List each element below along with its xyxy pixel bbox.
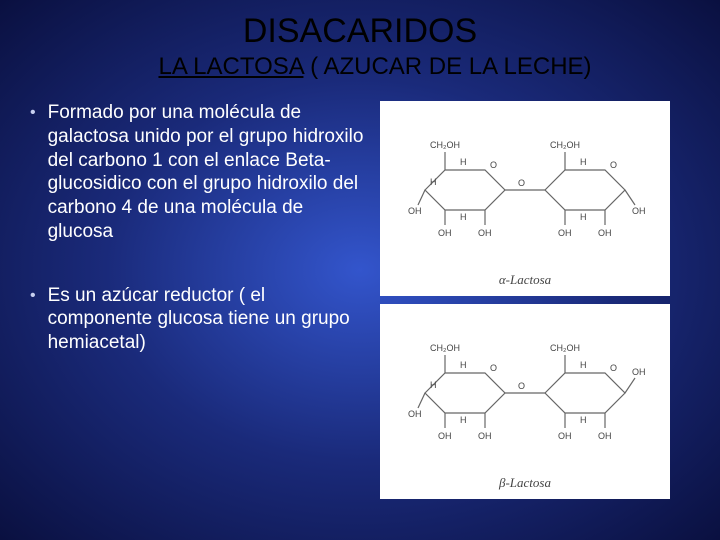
diagram-caption: β-Lactosa xyxy=(499,475,551,491)
svg-text:OH: OH xyxy=(558,431,572,441)
svg-text:OH: OH xyxy=(598,228,612,238)
slide-subtitle: LA LACTOSA ( AZUCAR DE LA LECHE) xyxy=(60,53,690,81)
svg-text:CH₂OH: CH₂OH xyxy=(430,343,460,353)
svg-text:H: H xyxy=(460,415,467,425)
svg-text:H: H xyxy=(460,212,467,222)
svg-text:CH₂OH: CH₂OH xyxy=(550,343,580,353)
svg-text:H: H xyxy=(430,177,437,187)
svg-text:OH: OH xyxy=(408,206,422,216)
svg-text:OH: OH xyxy=(478,228,492,238)
svg-text:OH: OH xyxy=(408,409,422,419)
svg-text:O: O xyxy=(610,363,617,373)
svg-text:H: H xyxy=(580,415,587,425)
content-row: • Formado por una molécula de galactosa … xyxy=(30,101,690,499)
slide: DISACARIDOS LA LACTOSA ( AZUCAR DE LA LE… xyxy=(0,0,720,540)
bullet-item: • Formado por una molécula de galactosa … xyxy=(30,101,370,244)
svg-text:O: O xyxy=(490,363,497,373)
svg-text:H: H xyxy=(460,360,467,370)
svg-text:OH: OH xyxy=(632,367,646,377)
svg-text:CH₂OH: CH₂OH xyxy=(430,140,460,150)
slide-title: DISACARIDOS xyxy=(30,12,690,51)
svg-text:H: H xyxy=(580,157,587,167)
svg-text:H: H xyxy=(430,380,437,390)
bullet-text: Es un azúcar reductor ( el componente gl… xyxy=(48,284,370,355)
bullet-text: Formado por una molécula de galactosa un… xyxy=(48,101,370,244)
svg-text:H: H xyxy=(580,360,587,370)
alpha-lactose-svg: CH₂OH CH₂OH O O O OH OH OH OH OH OH H H … xyxy=(390,110,660,270)
svg-text:O: O xyxy=(518,381,525,391)
beta-lactose-svg: CH₂OH CH₂OH O O O OH OH OH OH OH OH H H … xyxy=(390,313,660,473)
text-column: • Formado por una molécula de galactosa … xyxy=(30,101,370,499)
bullet-marker: • xyxy=(30,287,36,355)
diagram-caption: α-Lactosa xyxy=(499,272,551,288)
svg-text:O: O xyxy=(518,178,525,188)
image-column: CH₂OH CH₂OH O O O OH OH OH OH OH OH H H … xyxy=(380,101,690,499)
svg-text:CH₂OH: CH₂OH xyxy=(550,140,580,150)
svg-text:O: O xyxy=(490,160,497,170)
svg-text:OH: OH xyxy=(478,431,492,441)
chemical-structure-alpha: CH₂OH CH₂OH O O O OH OH OH OH OH OH H H … xyxy=(380,101,670,296)
svg-text:OH: OH xyxy=(558,228,572,238)
svg-text:OH: OH xyxy=(598,431,612,441)
svg-text:H: H xyxy=(460,157,467,167)
subtitle-underlined: LA LACTOSA xyxy=(158,53,303,80)
svg-text:OH: OH xyxy=(438,431,452,441)
svg-text:OH: OH xyxy=(438,228,452,238)
svg-text:OH: OH xyxy=(632,206,646,216)
subtitle-rest: ( AZUCAR DE LA LECHE) xyxy=(303,53,591,80)
chemical-structure-beta: CH₂OH CH₂OH O O O OH OH OH OH OH OH H H … xyxy=(380,304,670,499)
svg-text:H: H xyxy=(580,212,587,222)
bullet-item: • Es un azúcar reductor ( el componente … xyxy=(30,284,370,355)
svg-text:O: O xyxy=(610,160,617,170)
bullet-marker: • xyxy=(30,104,36,244)
